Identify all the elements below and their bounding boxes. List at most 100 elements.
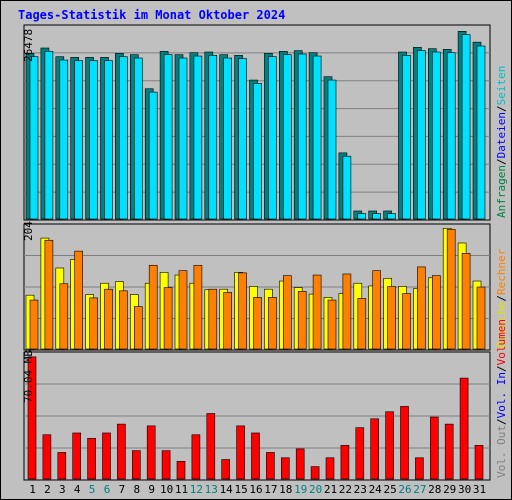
day-label: 30 — [458, 483, 471, 496]
legend-separator: / — [495, 295, 508, 302]
bar-volume — [415, 457, 424, 480]
bar-hosts — [74, 250, 83, 350]
day-label: 23 — [354, 483, 367, 496]
bar-files — [119, 56, 128, 220]
legend-item: Anfragen — [495, 165, 508, 218]
legend-separator: / — [495, 418, 508, 425]
bar-files — [44, 51, 54, 220]
bar-hosts — [417, 266, 426, 350]
day-label: 18 — [279, 483, 292, 496]
legend-item: Vol. In — [495, 372, 508, 418]
bar-files — [342, 155, 352, 220]
day-label: 8 — [133, 483, 140, 496]
day-label: 12 — [190, 483, 203, 496]
bar-volume — [355, 427, 365, 480]
bar-hosts — [268, 297, 277, 350]
legend-item: Seiten — [495, 66, 508, 106]
bar-volume — [370, 418, 380, 480]
bar-files — [89, 60, 98, 220]
bar-files — [134, 57, 143, 220]
bar-hosts — [312, 274, 322, 350]
bottom-max-label: 70.04 MB — [22, 350, 35, 403]
bar-files — [476, 45, 486, 220]
bar-hosts — [253, 297, 262, 350]
day-label: 16 — [249, 483, 262, 496]
day-label: 15 — [234, 483, 247, 496]
top-max-label: 26478 — [22, 29, 35, 62]
legend-visits: Besuche/Rechner — [495, 248, 508, 348]
bar-volume — [87, 437, 96, 480]
bar-hosts — [208, 288, 218, 350]
bar-volume — [266, 452, 275, 480]
legend-item: Dateien — [495, 112, 508, 158]
bar-volume — [206, 413, 216, 480]
bar-hosts — [134, 306, 143, 350]
bar-hosts — [327, 299, 337, 350]
bar-files — [312, 55, 322, 220]
bar-volume — [27, 356, 37, 480]
bar-files — [402, 55, 411, 220]
bar-files — [268, 56, 277, 220]
legend-volume: Vol. Out/Vol. In/Volumen — [495, 319, 508, 478]
bar-hosts — [446, 229, 456, 350]
legend-text: Vol. Out/Vol. In/Volumen — [495, 319, 508, 478]
bar-volume — [161, 450, 171, 480]
bar-volume — [191, 434, 201, 480]
day-label: 28 — [428, 483, 441, 496]
legend-requests: Anfragen/Dateien/Seiten — [495, 66, 508, 218]
legend-separator: / — [495, 365, 508, 372]
bar-files — [148, 91, 158, 220]
bar-files — [238, 58, 247, 220]
bar-hosts — [148, 264, 158, 350]
bar-files — [327, 79, 337, 220]
bar-volume — [251, 432, 260, 480]
bar-files — [104, 60, 113, 220]
panel-volume — [23, 351, 491, 481]
bar-hosts — [282, 275, 292, 350]
bar-hosts — [402, 293, 411, 350]
bar-hosts — [59, 283, 69, 350]
bar-volume — [295, 448, 305, 480]
bar-files — [223, 57, 232, 220]
legend-text: Anfragen/Dateien/Seiten — [495, 66, 508, 218]
bar-files — [282, 54, 292, 220]
bar-volume — [340, 445, 350, 480]
day-label: 21 — [324, 483, 337, 496]
day-label: 31 — [473, 483, 486, 496]
bar-files — [417, 50, 426, 220]
bar-files — [357, 213, 367, 220]
bar-volume — [146, 425, 156, 480]
bar-volume — [474, 445, 484, 480]
day-label: 26 — [398, 483, 411, 496]
bar-hosts — [193, 264, 203, 350]
bar-files — [193, 55, 203, 220]
legend-separator: / — [495, 158, 508, 165]
bar-volume — [385, 411, 394, 480]
day-label: 5 — [89, 483, 96, 496]
bar-hosts — [119, 290, 128, 350]
bar-volume — [176, 460, 186, 480]
day-label: 22 — [339, 483, 352, 496]
day-label: 17 — [264, 483, 277, 496]
bar-hosts — [431, 275, 441, 350]
bar-files — [461, 34, 471, 220]
day-label: 2 — [44, 483, 51, 496]
day-label: 14 — [220, 483, 234, 496]
day-label: 20 — [309, 483, 322, 496]
bar-files — [297, 53, 307, 220]
bar-volume — [400, 406, 409, 480]
bar-files — [74, 60, 83, 220]
bar-volume — [325, 457, 335, 480]
day-label: 25 — [383, 483, 396, 496]
bar-hosts — [163, 287, 173, 350]
bar-volume — [117, 423, 126, 480]
day-label: 19 — [294, 483, 307, 496]
bar-files — [372, 213, 382, 220]
bar-volume — [221, 459, 230, 480]
bar-volume — [132, 450, 141, 480]
bar-hosts — [342, 273, 352, 350]
legend-text: Besuche/Rechner — [495, 248, 508, 348]
bar-files — [163, 54, 173, 220]
bar-volume — [236, 425, 245, 480]
